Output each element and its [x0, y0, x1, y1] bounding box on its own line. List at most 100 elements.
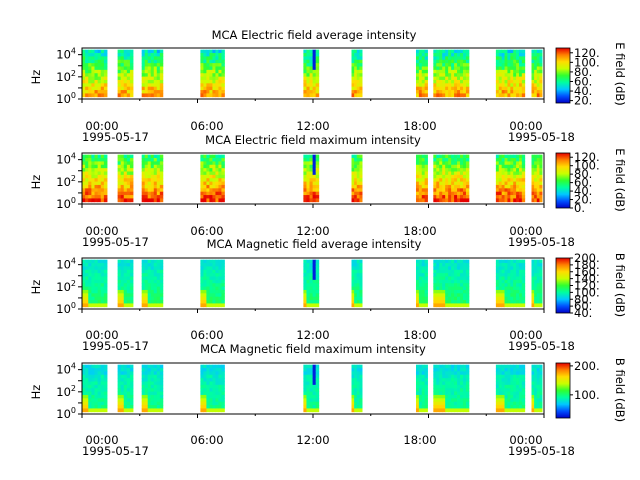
heatmap-cell — [117, 164, 122, 169]
heatmap-cell — [159, 178, 164, 182]
heatmap-cell — [85, 378, 89, 382]
heatmap-cell — [442, 73, 446, 77]
heatmap-cell — [539, 381, 543, 386]
heatmap-cell — [315, 178, 320, 182]
heatmap-cell — [421, 401, 426, 406]
heatmap-cell — [141, 259, 146, 264]
heatmap-cell — [516, 388, 520, 392]
heatmap-cell — [200, 368, 204, 372]
heatmap-cell — [141, 73, 146, 77]
heatmap-cell — [521, 296, 526, 301]
heatmap-cell — [451, 378, 455, 382]
heatmap-cell — [359, 394, 363, 399]
heatmap-cell — [209, 158, 213, 162]
heatmap-cell — [306, 69, 310, 74]
heatmap-cell — [354, 154, 358, 159]
heatmap-cell — [209, 269, 213, 274]
heatmap-cell — [159, 63, 164, 67]
heatmap-cell — [85, 273, 89, 277]
heatmap-cell — [462, 195, 467, 199]
heatmap-cell — [518, 263, 523, 267]
heatmap-cell — [504, 66, 508, 71]
heatmap-cell — [536, 303, 540, 308]
heatmap-cell — [442, 378, 446, 382]
heatmap-cell — [436, 303, 440, 308]
heatmap-cell — [97, 381, 102, 386]
heatmap-cell — [451, 191, 455, 196]
heatmap-cell — [88, 198, 92, 203]
heatmap-cell — [424, 259, 428, 264]
heatmap-cell — [91, 398, 95, 403]
heatmap-cell — [539, 364, 543, 369]
heatmap-cell — [141, 158, 146, 162]
heatmap-cell — [536, 83, 540, 88]
heatmap-cell — [212, 158, 216, 162]
heatmap-cell — [123, 286, 128, 291]
heatmap-cell — [415, 73, 420, 77]
heatmap-cell — [436, 300, 440, 304]
heatmap-cell — [460, 374, 464, 379]
heatmap-cell — [88, 83, 92, 88]
heatmap-cell — [518, 178, 523, 182]
heatmap-cell — [306, 269, 310, 274]
heatmap-cell — [454, 76, 458, 81]
heatmap-cell — [215, 378, 219, 382]
heatmap-cell — [442, 171, 446, 176]
heatmap-cell — [433, 273, 437, 277]
heatmap-cell — [457, 198, 461, 203]
heatmap-cell — [309, 76, 314, 81]
heatmap-cell — [351, 303, 355, 308]
heatmap-cell — [120, 289, 125, 294]
heatmap-cell — [359, 178, 363, 182]
heatmap-cell — [159, 303, 164, 308]
heatmap-cell — [218, 171, 222, 176]
heatmap-cell — [94, 93, 99, 98]
heatmap-cell — [123, 191, 128, 196]
heatmap-cell — [498, 161, 503, 166]
heatmap-cell — [209, 276, 213, 281]
heatmap-cell — [518, 93, 523, 98]
heatmap-cell — [445, 69, 449, 74]
heatmap-cell — [495, 79, 500, 84]
heatmap-cell — [536, 174, 540, 179]
heatmap-cell — [117, 154, 122, 159]
heatmap-cell — [312, 296, 317, 301]
heatmap-cell — [359, 408, 363, 413]
x-date-start: 1995-05-17 — [82, 130, 149, 144]
heatmap-cell — [415, 164, 420, 169]
heatmap-cell — [203, 300, 207, 304]
heatmap-cell — [445, 83, 449, 88]
heatmap-cell — [436, 368, 440, 372]
heatmap-cell — [209, 188, 213, 193]
heatmap-cell — [117, 263, 122, 267]
heatmap-cell — [498, 83, 503, 88]
heatmap-cell — [534, 154, 538, 159]
heatmap-cell — [212, 381, 216, 386]
heatmap-cell — [215, 171, 219, 176]
heatmap-cell — [507, 300, 511, 304]
heatmap-cell — [141, 303, 146, 308]
heatmap-cell — [144, 86, 149, 91]
colorbar-tick-label: 100. — [574, 55, 600, 69]
heatmap-cell — [510, 303, 514, 308]
heatmap-cell — [513, 273, 517, 277]
heatmap-cell — [100, 398, 105, 403]
heatmap-cell — [536, 398, 540, 403]
heatmap-cell — [457, 405, 461, 409]
heatmap-cell — [141, 266, 146, 271]
heatmap-cell — [218, 168, 222, 172]
heatmap-cell — [460, 181, 464, 186]
heatmap-cell — [415, 195, 420, 199]
heatmap-cell — [462, 198, 467, 203]
heatmap-cell — [415, 364, 420, 369]
heatmap-cell — [312, 69, 317, 74]
heatmap-cell — [510, 283, 514, 287]
heatmap-cell — [120, 263, 125, 267]
heatmap-cell — [513, 83, 517, 88]
heatmap-cell — [200, 69, 204, 74]
heatmap-cell — [117, 266, 122, 271]
heatmap-cell — [315, 300, 320, 304]
heatmap-cell — [150, 164, 155, 169]
heatmap-cell — [424, 300, 428, 304]
heatmap-cell — [91, 364, 95, 369]
